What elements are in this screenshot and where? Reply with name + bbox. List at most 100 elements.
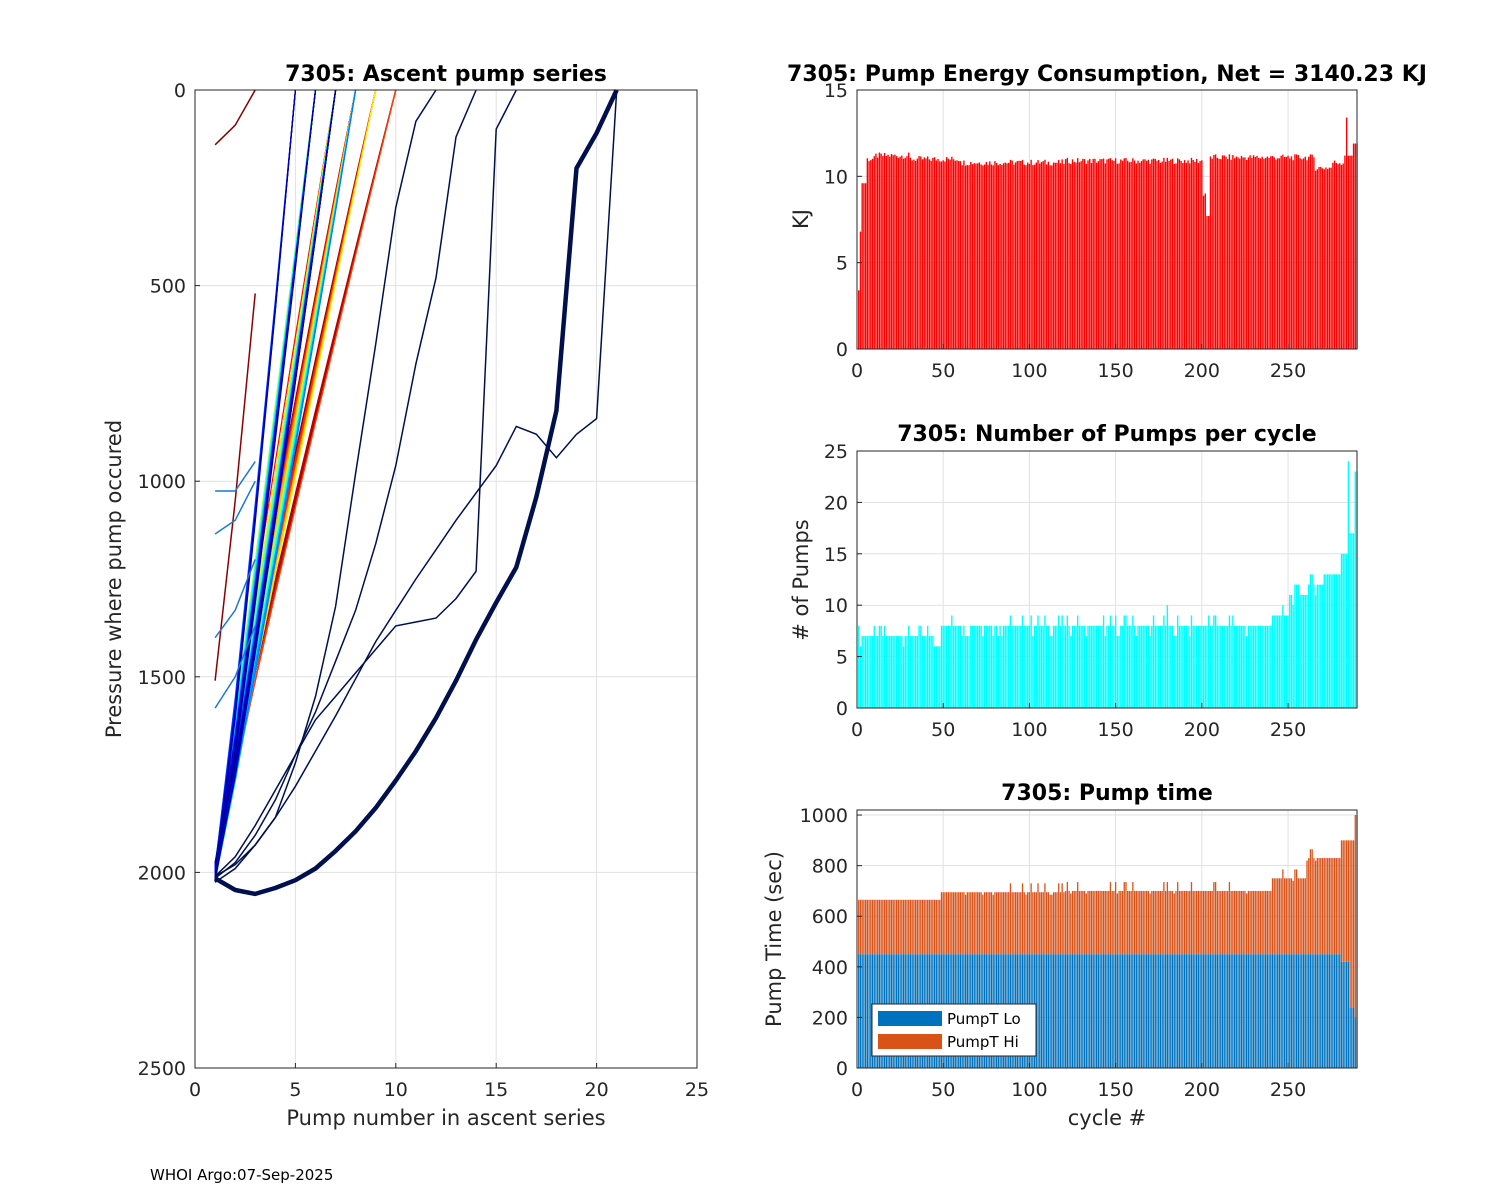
pumps-bar — [1082, 625, 1084, 708]
pumps-bar — [932, 636, 934, 708]
energy-bar — [1275, 159, 1277, 349]
energy-bar — [1268, 157, 1270, 349]
pumptime-lo-bar — [1096, 954, 1098, 1068]
pumps-bar — [1280, 615, 1282, 708]
pumps-bar — [1095, 625, 1098, 708]
energy-bar — [921, 159, 924, 349]
pumptime-lo-bar — [1114, 954, 1117, 1068]
pumptime-ticks: 0 50 100 150 200 250 0 200 400 600 800 1000 — [800, 805, 1307, 1101]
energy-bar — [961, 165, 963, 349]
energy-bar — [1354, 143, 1356, 349]
pumptime-lo-bar — [1196, 954, 1198, 1068]
pumps-bar — [1235, 625, 1237, 708]
energy-bar — [861, 183, 863, 349]
pumps-bar — [873, 625, 875, 708]
energy-bar — [1287, 155, 1289, 349]
pumps-bar — [1111, 625, 1113, 708]
pumps-bar — [909, 636, 912, 708]
energy-bar — [1014, 162, 1017, 349]
energy-bar — [1013, 164, 1015, 349]
energy-bar — [1140, 161, 1143, 349]
pumptime-hi-bar — [1130, 890, 1132, 955]
pumptime-lo-bar — [1080, 954, 1082, 1068]
energy-bar — [894, 154, 896, 349]
pumps-bar — [859, 646, 862, 708]
pumps-bar — [1320, 584, 1322, 708]
pumptime-lo-bar — [1149, 954, 1151, 1068]
energy-bar — [1206, 216, 1208, 349]
pumps-bar — [1142, 625, 1144, 708]
pumps-bar — [1340, 553, 1343, 708]
pumptime-hi-bar — [939, 899, 941, 955]
pumptime-lo-bar — [861, 954, 863, 1068]
pumptime-hi-bar — [916, 899, 918, 955]
energy-xtick-label: 250 — [1270, 360, 1306, 382]
energy-bar — [1185, 162, 1187, 349]
pumps-ytick-label: 5 — [836, 647, 848, 669]
ascent-ytick-label: 2500 — [138, 1058, 186, 1080]
pumptime-lo-bar — [1090, 954, 1093, 1068]
pumps-bar — [1054, 625, 1056, 708]
energy-bar — [1252, 155, 1255, 349]
pumptime-lo-bar — [1223, 954, 1225, 1068]
pumptime-hi-bar — [1128, 890, 1131, 955]
pumps-bar — [1209, 625, 1212, 708]
pumptime-lo-bar — [1202, 954, 1205, 1068]
pumptime-hi-bar — [1114, 882, 1117, 955]
energy-bar — [1201, 160, 1203, 349]
energy-bar — [1199, 160, 1201, 349]
pumps-bar — [1271, 615, 1274, 708]
energy-bar — [1111, 160, 1113, 349]
pumps-ytick-label: 0 — [836, 698, 848, 720]
pumps-bar — [1071, 625, 1074, 708]
energy-bar — [983, 164, 986, 349]
pumptime-title: 7305: Pump time — [1001, 781, 1213, 806]
ascent-ytick-label: 1000 — [138, 471, 186, 493]
pumptime-hi-bar — [1256, 890, 1258, 955]
pumptime-hi-bar — [1173, 893, 1175, 955]
pumps-bar — [1173, 636, 1175, 708]
energy-bar — [1042, 161, 1044, 349]
energy-bar — [1225, 156, 1227, 349]
pumptime-hi-bar — [968, 892, 970, 955]
pumptime-hi-bar — [1349, 840, 1351, 1008]
energy-bar — [887, 154, 889, 349]
pumptime-hi-bar — [973, 892, 975, 955]
pumptime-lo-bar — [1154, 954, 1156, 1068]
pumptime-lo-bar — [1139, 954, 1141, 1068]
energy-ytick-label: 0 — [836, 339, 848, 361]
pumps-bar — [1201, 625, 1203, 708]
energy-bar — [1123, 158, 1125, 349]
pumps-bar — [885, 636, 887, 708]
pumptime-lo-bar — [1297, 954, 1300, 1068]
energy-bar — [1227, 159, 1229, 349]
pumps-bar — [1190, 615, 1193, 708]
pumps-bar — [1194, 625, 1196, 708]
pumps-bar — [1264, 625, 1267, 708]
pumptime-lo-bar — [1097, 954, 1100, 1068]
pumps-bar — [1270, 625, 1272, 708]
pumps-bar — [1001, 636, 1003, 708]
energy-bar — [1233, 158, 1236, 349]
pumps-bar — [1225, 625, 1227, 708]
pumptime-hi-bar — [1321, 858, 1324, 955]
pumps-bar — [945, 625, 948, 708]
pumptime-hi-bar — [1101, 890, 1103, 955]
energy-bar — [1180, 161, 1182, 349]
pumptime-hi-bar — [971, 892, 974, 955]
pumptime-lo-bar — [1066, 954, 1068, 1068]
ascent-chart: 7305: Ascent pump series 0 5 10 15 20 25 0 500 1… — [102, 62, 709, 1130]
pumptime-lo-bar — [1039, 954, 1041, 1068]
pumps-bar — [1154, 625, 1156, 708]
energy-bar — [973, 163, 975, 349]
pumptime-ytick-label: 600 — [812, 906, 848, 928]
pumptime-hi-bar — [1296, 869, 1298, 955]
energy-bar — [1021, 159, 1024, 349]
pumptime-hi-bar — [1047, 892, 1050, 955]
pumptime-hi-bar — [966, 892, 968, 955]
pumptime-hi-bar — [1178, 890, 1181, 955]
energy-bar — [1295, 154, 1298, 349]
energy-bar — [1063, 163, 1065, 349]
pumptime-hi-bar — [1294, 869, 1296, 955]
energy-bar — [1244, 157, 1246, 349]
